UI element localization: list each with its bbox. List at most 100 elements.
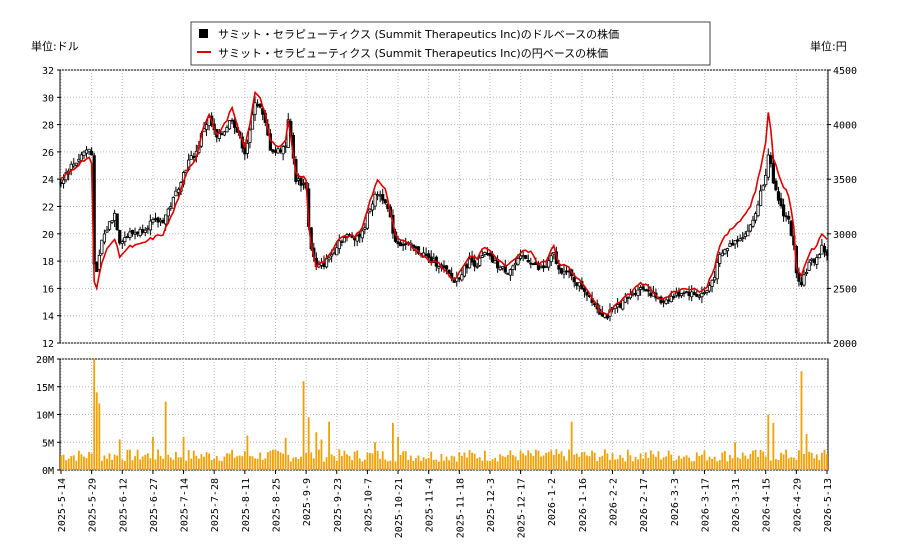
volume-bar: [274, 450, 277, 470]
volume-bar: [149, 458, 152, 470]
candle-body: [702, 292, 707, 294]
volume-bar: [164, 401, 167, 470]
candle-body: [559, 268, 564, 274]
volume-bar: [226, 453, 228, 470]
volume-tick-label: 20M: [36, 355, 54, 366]
volume-bar: [246, 435, 249, 470]
candle-body: [820, 244, 824, 255]
volume-bar: [637, 459, 639, 470]
candle-body: [700, 292, 704, 298]
volume-bar: [486, 460, 489, 470]
volume-bar: [632, 461, 634, 470]
volume-bar: [432, 459, 435, 470]
candle-body: [787, 215, 791, 220]
volume-bar: [152, 436, 154, 470]
candle-body: [705, 290, 709, 293]
volume-bar: [810, 452, 813, 470]
volume-bar: [489, 460, 491, 470]
left-tick-label: 14: [42, 312, 54, 323]
candle-body: [370, 203, 375, 211]
candle-body: [337, 240, 341, 249]
volume-bar: [389, 460, 392, 470]
volume-bar: [729, 454, 731, 470]
right-tick-label: 3500: [833, 175, 857, 186]
volume-bar: [404, 451, 407, 470]
volume-bar: [203, 456, 205, 470]
volume-bar: [317, 449, 320, 470]
candle-body: [541, 265, 546, 269]
right-unit-label: 単位:円: [810, 39, 847, 53]
volume-bar: [529, 453, 532, 470]
candle-body: [687, 291, 691, 296]
volume-axis-ticks: 0M 5M 10M 15M 20M: [36, 355, 61, 477]
candle-body: [728, 243, 732, 248]
candle-body: [618, 302, 622, 308]
candle-body: [135, 231, 140, 235]
volume-bar: [129, 449, 131, 470]
candle-body: [404, 243, 408, 246]
volume-bar: [693, 460, 696, 470]
volume-bar: [312, 458, 315, 470]
candle-body: [72, 163, 76, 167]
volume-bar: [62, 454, 65, 470]
candle-body: [506, 272, 510, 275]
candle-body: [779, 198, 783, 207]
volume-bar: [675, 459, 678, 470]
volume-bar: [399, 454, 402, 470]
candle-body: [128, 231, 132, 238]
volume-bar: [412, 461, 415, 470]
candle-body: [751, 219, 755, 227]
volume-bar: [320, 439, 323, 470]
volume-bar: [261, 460, 264, 470]
volume-bar: [512, 455, 514, 470]
volume-bar: [803, 453, 805, 470]
x-axis-ticks: 2025-5-14 2025-5-29 2025-6-12 2025-6-27 2025…: [57, 470, 834, 538]
candle-body: [766, 154, 770, 178]
candle-body: [143, 229, 147, 233]
candle-body: [174, 190, 178, 197]
candle-body: [636, 289, 640, 297]
volume-bar: [629, 455, 632, 470]
candle-body: [789, 220, 793, 236]
candle-body: [376, 194, 380, 197]
volume-bar: [60, 455, 62, 470]
candle-body: [69, 163, 73, 170]
candle-body: [513, 262, 518, 266]
candle-body: [572, 277, 576, 283]
candle-body: [245, 142, 249, 154]
volume-bar: [657, 451, 660, 470]
candle-body: [373, 193, 377, 207]
candle-body: [741, 237, 745, 240]
candle-body: [250, 114, 255, 130]
candle-body: [258, 103, 262, 108]
volume-bar: [522, 453, 525, 470]
volume-bar: [591, 450, 593, 470]
volume-bar: [295, 457, 297, 470]
volume-bar: [182, 436, 185, 470]
volume-bar: [77, 450, 80, 470]
candle-body: [725, 248, 730, 252]
volume-bar: [583, 451, 586, 470]
left-tick-label: 26: [42, 148, 54, 159]
candle-body: [442, 265, 446, 269]
volume-bar: [555, 449, 558, 470]
candle-body: [227, 120, 232, 130]
candle-body: [138, 228, 142, 236]
candle-body: [644, 289, 648, 292]
volume-bar: [287, 454, 290, 470]
candle-body: [672, 296, 676, 298]
volume-bar: [683, 456, 685, 470]
volume-bar: [818, 460, 821, 470]
volume-bar: [593, 452, 596, 470]
candle-body: [416, 246, 421, 254]
candle-body: [115, 213, 119, 231]
volume-bar: [463, 452, 466, 470]
candle-body: [633, 292, 638, 295]
volume-bar: [379, 458, 382, 470]
volume-bar: [596, 461, 599, 470]
volume-bar: [588, 456, 591, 470]
volume-bar: [711, 458, 713, 470]
candle-body: [363, 227, 367, 230]
volume-bar: [739, 458, 742, 470]
